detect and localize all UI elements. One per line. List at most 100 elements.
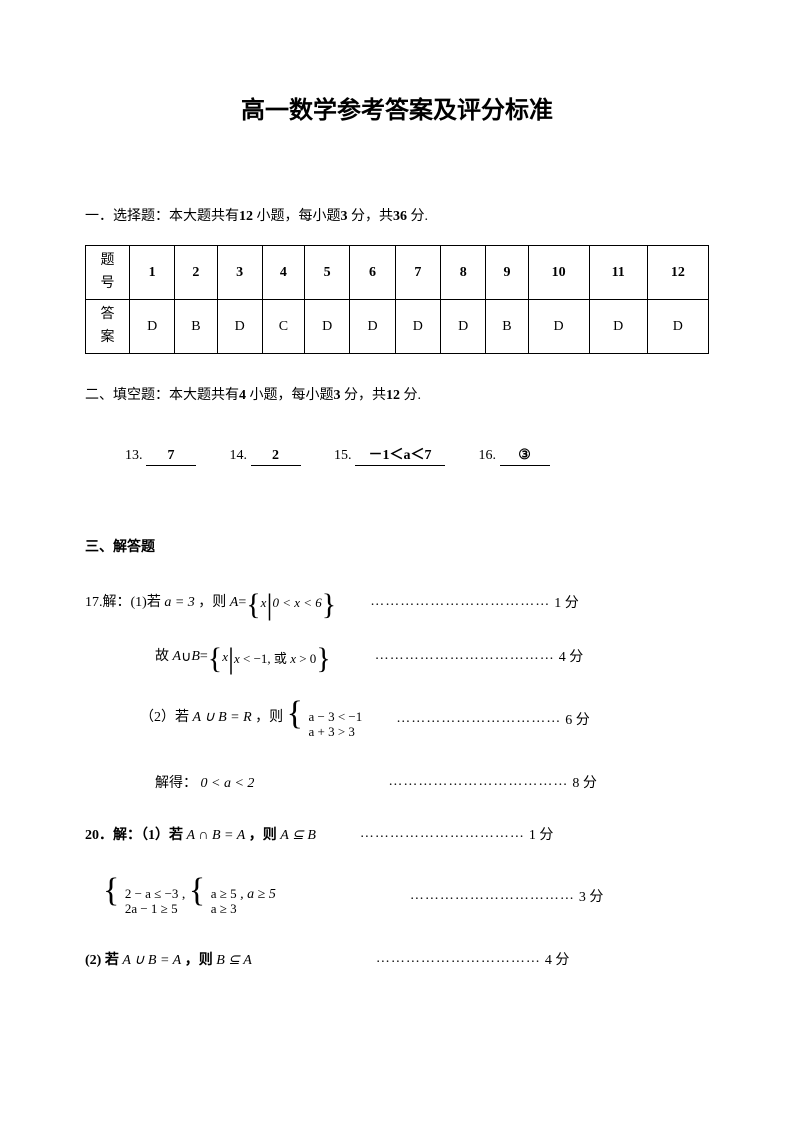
col-num: 8: [441, 246, 486, 300]
brace-system: a − 3 < −1 a + 3 > 3: [308, 710, 362, 740]
page-title: 高一数学参考答案及评分标准: [85, 90, 709, 125]
row-label-number: 题 号: [86, 246, 130, 300]
col-num: 11: [589, 246, 647, 300]
col-num: 2: [175, 246, 217, 300]
ans-cell: C: [262, 300, 304, 354]
col-num: 10: [528, 246, 589, 300]
s1-count: 12: [239, 209, 253, 224]
col-num: 6: [350, 246, 395, 300]
q17-l4-lead: 解得： 0 < a < 2: [155, 772, 254, 792]
row-label-answer: 答 案: [86, 300, 130, 354]
score-4: 4 分: [559, 646, 584, 666]
s2-mid: 小题，每小题: [250, 388, 334, 403]
dots: ……………………………: [360, 826, 525, 842]
dots: ……………………………: [396, 711, 561, 727]
q20-l3-lead: (2) 若 A ∪ B = A ，则 B ⊆ A: [85, 949, 252, 969]
score-6: 6 分: [565, 709, 590, 729]
q17-l1-lead: 17.解：(1)若 a = 3 ，则 A = {x|0 < x < 6}: [85, 591, 336, 613]
math: A ∩ B = A: [187, 828, 246, 843]
q14: 14. 2: [230, 448, 301, 466]
q15-num: 15.: [334, 448, 352, 463]
ans-cell: D: [217, 300, 262, 354]
col-num: 5: [305, 246, 350, 300]
score-1b: 1 分: [529, 824, 554, 844]
q17-l3-lead: （2）若 A ∪ B = R ，则 { a − 3 < −1 a + 3 > 3: [140, 699, 362, 740]
dots: ……………………………: [410, 888, 575, 904]
section3-head: 三、解答题: [85, 536, 709, 556]
s1-suffix: 分.: [411, 209, 429, 224]
q16: 16. ③: [479, 447, 550, 466]
ans-cell: B: [486, 300, 528, 354]
dots: ………………………………: [388, 774, 568, 790]
brace-system: 2 − a ≤ −3 2a − 1 ≥ 5: [125, 887, 179, 917]
ans-cell: D: [647, 300, 708, 354]
ans-cell: D: [441, 300, 486, 354]
math: , a ≥ 5: [240, 887, 276, 902]
ans-cell: D: [528, 300, 589, 354]
math: A ∪ B = A: [122, 953, 181, 968]
q14-ans: 2: [251, 448, 301, 466]
q20-line1: 20．解：（1）若 A ∩ B = A ，则 A ⊆ B ………………………………: [85, 824, 709, 844]
math: A ∪ B = R: [193, 710, 252, 725]
q13-ans: 7: [146, 448, 196, 466]
q14-num: 14.: [230, 448, 248, 463]
s2-count: 4: [239, 388, 246, 403]
math: B ⊆ A: [216, 953, 252, 968]
ans-cell: D: [350, 300, 395, 354]
dots: ………………………………: [370, 594, 550, 610]
fill-blank-line: 13. 7 14. 2 15. －1＜a＜7 16. ③: [125, 444, 709, 466]
ans-cell: D: [130, 300, 175, 354]
q13-num: 13.: [125, 448, 143, 463]
q17-line3: （2）若 A ∪ B = R ，则 { a − 3 < −1 a + 3 > 3…: [140, 699, 709, 740]
q16-ans: ③: [500, 447, 550, 466]
section1-head: 一．选择题：本大题共有12 小题，每小题3 分，共36 分.: [85, 205, 709, 225]
q16-num: 16.: [479, 448, 497, 463]
q20-line2: { 2 − a ≤ −3 2a − 1 ≥ 5 , { a ≥ 5 a ≥ 3 …: [103, 876, 709, 917]
dots: ……………………………: [376, 951, 541, 967]
q15: 15. －1＜a＜7: [334, 444, 445, 466]
s1-mid: 小题，每小题: [257, 209, 341, 224]
score-3: 3 分: [579, 886, 604, 906]
col-num: 3: [217, 246, 262, 300]
table-row-answers: 答 案 D B D C D D D D B D D D: [86, 300, 709, 354]
col-num: 7: [395, 246, 440, 300]
q15-ans: －1＜a＜7: [355, 444, 445, 466]
q17-l2-lead: 故 A ∪ B = {x|x < −1, 或 x > 0}: [155, 645, 331, 667]
s2-prefix: 二、填空题：本大题共有: [85, 388, 239, 403]
col-num: 9: [486, 246, 528, 300]
col-num: 1: [130, 246, 175, 300]
q20-l2-lead: { 2 − a ≤ −3 2a − 1 ≥ 5 , { a ≥ 5 a ≥ 3 …: [103, 876, 276, 917]
math: A ⊆ B: [280, 828, 316, 843]
s2-mid2: 分，共: [344, 388, 386, 403]
ans-cell: D: [395, 300, 440, 354]
col-num: 4: [262, 246, 304, 300]
ans-cell: B: [175, 300, 217, 354]
q13: 13. 7: [125, 448, 196, 466]
set-expr: A ∪ B = {x|x < −1, 或 x > 0}: [173, 647, 331, 667]
q20-l1-lead: 20．解：（1）若 A ∩ B = A ，则 A ⊆ B: [85, 824, 316, 844]
brace-system: a ≥ 5 a ≥ 3: [211, 887, 237, 917]
s1-total: 36: [393, 209, 407, 224]
q17-line2: 故 A ∪ B = {x|x < −1, 或 x > 0} ……………………………: [155, 645, 709, 667]
score-8: 8 分: [572, 772, 597, 792]
math: 0 < a < 2: [201, 776, 255, 791]
set-expr: A = {x|0 < x < 6}: [230, 593, 336, 613]
ans-cell: D: [589, 300, 647, 354]
q17-line4: 解得： 0 < a < 2 ……………………………… 8 分: [155, 772, 709, 792]
col-num: 12: [647, 246, 708, 300]
section2-head: 二、填空题：本大题共有4 小题，每小题3 分，共12 分.: [85, 384, 709, 404]
q20-line3: (2) 若 A ∪ B = A ，则 B ⊆ A …………………………… 4 分: [85, 949, 709, 969]
dots: ………………………………: [375, 648, 555, 664]
s1-mid2: 分，共: [351, 209, 393, 224]
s1-per: 3: [341, 209, 348, 224]
ans-cell: D: [305, 300, 350, 354]
s2-suffix: 分.: [404, 388, 422, 403]
q17-line1: 17.解：(1)若 a = 3 ，则 A = {x|0 < x < 6} …………: [85, 591, 709, 613]
s2-per: 3: [334, 388, 341, 403]
s2-total: 12: [386, 388, 400, 403]
score-1: 1 分: [554, 592, 579, 612]
math: a = 3: [164, 595, 194, 610]
s1-prefix: 一．选择题：本大题共有: [85, 209, 239, 224]
table-row-header: 题 号 1 2 3 4 5 6 7 8 9 10 11 12: [86, 246, 709, 300]
answer-table: 题 号 1 2 3 4 5 6 7 8 9 10 11 12 答 案 D B D…: [85, 245, 709, 354]
